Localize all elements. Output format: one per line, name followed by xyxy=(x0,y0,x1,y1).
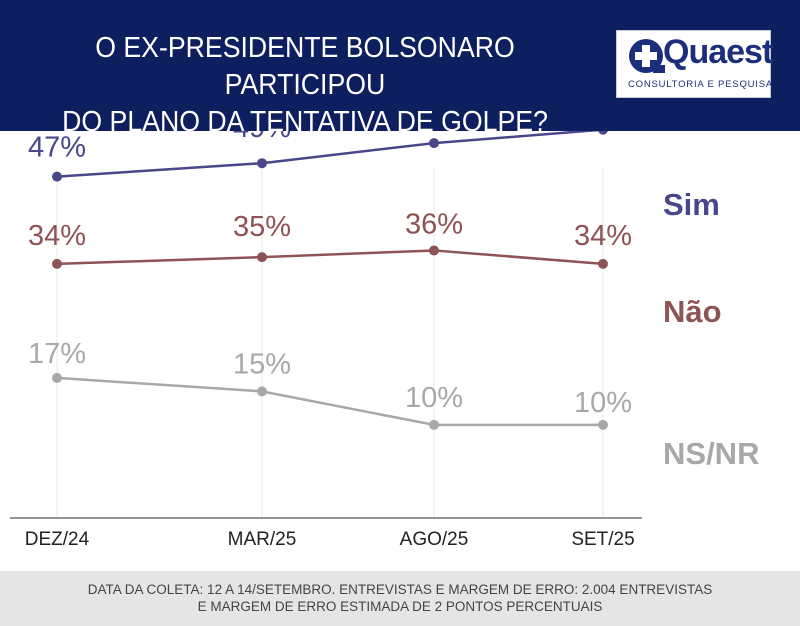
x-tick-label-set-25: SET/25 xyxy=(571,529,634,550)
data-label-sim-mar-25: 49% xyxy=(233,131,291,144)
data-label-n-o-mar-25: 35% xyxy=(233,211,291,243)
x-tick-label-mar-25: MAR/25 xyxy=(228,529,297,550)
point-ns-nr-ago-25 xyxy=(429,419,439,430)
point-sim-dez-24 xyxy=(52,171,62,182)
point-sim-mar-25 xyxy=(257,158,267,169)
footer-note: DATA DA COLETA: 12 A 14/SETEMBRO. ENTREV… xyxy=(0,571,800,626)
x-tick-label-ago-25: AGO/25 xyxy=(400,529,469,550)
series-name-sim: Sim xyxy=(663,187,720,222)
quaest-logo: Quaest CONSULTORIA E PESQUISA xyxy=(616,30,774,98)
data-label-sim-ago-25: 52% xyxy=(405,131,463,134)
series-line-sim xyxy=(56,131,602,178)
header-banner: O EX-PRESIDENTE BOLSONARO PARTICIPOU DO … xyxy=(0,0,800,138)
quaest-logo-mark-icon xyxy=(629,39,665,73)
footer-line-2: E MARGEM DE ERRO ESTIMADA DE 2 PONTOS PE… xyxy=(197,599,603,614)
point-ns-nr-set-25 xyxy=(598,419,608,430)
point-sim-ago-25 xyxy=(429,138,439,149)
x-tick-label-dez-24: DEZ/24 xyxy=(25,529,90,550)
data-label-ns-nr-dez-24: 17% xyxy=(28,338,86,370)
line-chart: DEZ/24MAR/25AGO/25SET/2547%49%52%54%Sim3… xyxy=(10,131,759,550)
title-line-2: DO PLANO DA TENTATIVA DE GOLPE? xyxy=(62,106,548,138)
data-label-ns-nr-ago-25: 10% xyxy=(405,382,463,414)
data-label-sim-dez-24: 47% xyxy=(28,132,86,164)
series-name-ns-nr: NS/NR xyxy=(663,436,759,471)
data-label-ns-nr-mar-25: 15% xyxy=(233,348,291,380)
logo-wordmark: Quaest xyxy=(663,33,773,71)
series-name-n-o: Não xyxy=(663,294,722,329)
data-label-ns-nr-set-25: 10% xyxy=(574,387,632,419)
point-n-o-mar-25 xyxy=(257,252,267,263)
point-ns-nr-dez-24 xyxy=(52,372,62,383)
point-sim-set-25 xyxy=(598,131,608,135)
series-line-ns-nr xyxy=(56,376,603,427)
data-label-n-o-set-25: 34% xyxy=(574,220,632,252)
footer-line-1: DATA DA COLETA: 12 A 14/SETEMBRO. ENTREV… xyxy=(87,582,713,597)
logo-subtitle: CONSULTORIA E PESQUISA xyxy=(628,79,774,90)
point-n-o-set-25 xyxy=(598,258,608,269)
point-n-o-ago-25 xyxy=(429,245,439,256)
series-line-n-o xyxy=(56,249,604,266)
point-ns-nr-mar-25 xyxy=(257,386,267,397)
data-label-n-o-ago-25: 36% xyxy=(405,208,463,240)
chart-title: O EX-PRESIDENTE BOLSONARO PARTICIPOU DO … xyxy=(24,30,585,141)
title-line-1: O EX-PRESIDENTE BOLSONARO PARTICIPOU xyxy=(95,32,515,101)
data-label-n-o-dez-24: 34% xyxy=(28,220,86,252)
point-n-o-dez-24 xyxy=(52,258,62,269)
